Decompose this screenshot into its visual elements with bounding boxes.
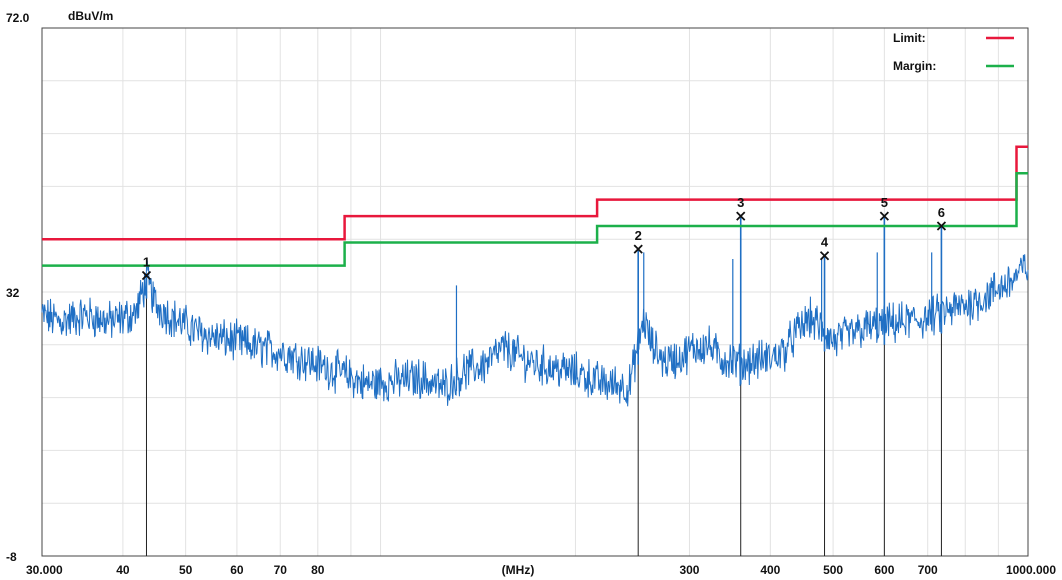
y-tick-label: 32 <box>6 286 20 300</box>
marker-x <box>879 211 889 221</box>
marker-x <box>633 244 643 254</box>
plot-frame <box>41 27 1029 557</box>
marker-label: 1 <box>143 255 150 270</box>
marker-label: 4 <box>821 235 829 250</box>
marker-x <box>736 211 746 221</box>
marker-x <box>936 221 947 231</box>
marker-label: 2 <box>635 228 642 243</box>
x-tick-label: 60 <box>230 563 244 577</box>
measurement-spikes <box>145 216 943 391</box>
x-tick-label: 30.000 <box>26 563 63 577</box>
x-tick-label: 1000.000 <box>1006 563 1056 577</box>
x-tick-label: 40 <box>116 563 130 577</box>
x-tick-label: 50 <box>179 563 193 577</box>
markers: 1 2 3 4 5 6 <box>141 195 947 281</box>
x-tick-label: 400 <box>760 563 780 577</box>
y-axis-unit-label: dBuV/m <box>68 9 113 23</box>
x-tick-label: 600 <box>874 563 894 577</box>
y-tick-label: -8 <box>6 550 17 564</box>
marker-x <box>819 251 830 261</box>
x-tick-label: 300 <box>679 563 699 577</box>
marker-label: 3 <box>737 195 744 210</box>
step-line <box>42 145 1028 241</box>
step-line <box>42 171 1028 267</box>
measurement-trace <box>41 254 1029 407</box>
legend: Limit: Margin: <box>893 31 1014 73</box>
legend-label: Limit: <box>893 31 926 45</box>
marker-x <box>141 270 152 281</box>
x-tick-label: 80 <box>311 563 325 577</box>
grid <box>42 28 1028 556</box>
x-axis-unit-label: (MHz) <box>502 563 535 577</box>
x-tick-label: 70 <box>274 563 288 577</box>
x-tick-label: 700 <box>918 563 938 577</box>
legend-label: Margin: <box>893 59 936 73</box>
x-tick-label: 500 <box>823 563 843 577</box>
y-tick-labels: 72.0 32 -8 <box>6 11 30 564</box>
measurement-trace-line <box>41 254 1029 407</box>
limit-lines <box>42 145 1028 267</box>
x-tick-labels: 30.000 40 50 60 70 80 300 400 500 600 700 1000.000 <box>26 563 1056 577</box>
marker-label: 5 <box>881 195 888 210</box>
y-tick-label: 72.0 <box>6 11 30 25</box>
marker-label: 6 <box>938 205 945 220</box>
